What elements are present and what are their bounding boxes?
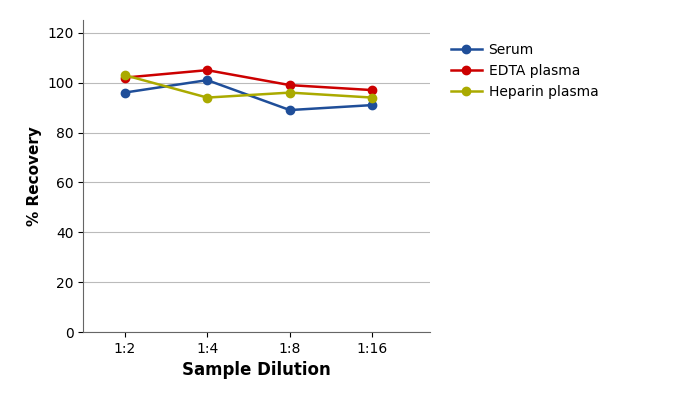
Line: EDTA plasma: EDTA plasma [121,66,377,94]
Legend: Serum, EDTA plasma, Heparin plasma: Serum, EDTA plasma, Heparin plasma [451,43,598,99]
EDTA plasma [203,68,212,72]
Serum [286,108,294,113]
EDTA plasma [286,83,294,87]
Serum [121,90,129,95]
Line: Heparin plasma: Heparin plasma [121,71,377,102]
Heparin plasma [286,90,294,95]
Serum [203,78,212,83]
Serum [369,102,377,107]
X-axis label: Sample Dilution: Sample Dilution [183,361,331,379]
EDTA plasma [121,75,129,80]
Line: Serum: Serum [121,76,377,114]
EDTA plasma [369,87,377,92]
Y-axis label: % Recovery: % Recovery [26,126,42,226]
Heparin plasma [369,95,377,100]
Heparin plasma [203,95,212,100]
Heparin plasma [121,73,129,78]
